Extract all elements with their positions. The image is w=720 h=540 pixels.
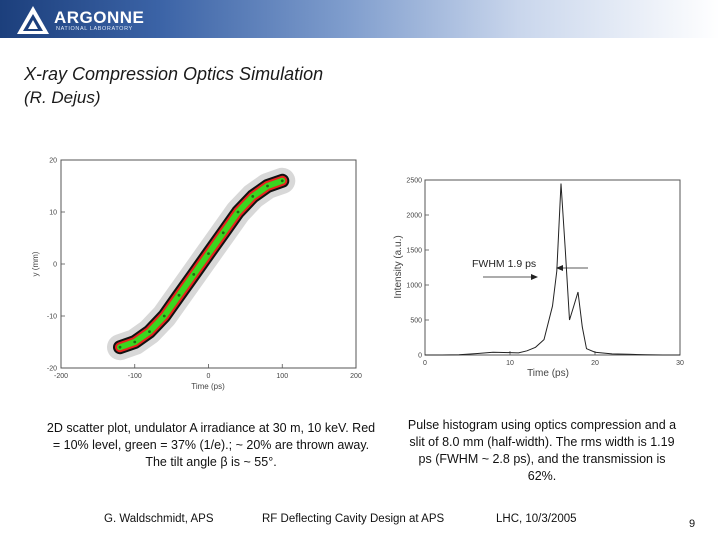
scatter-ytick-label: -20 bbox=[47, 366, 57, 373]
scatter-xtick-label: 200 bbox=[350, 373, 362, 380]
hist-ytick-label: 2500 bbox=[406, 178, 422, 185]
slide-title: X-ray Compression Optics Simulation bbox=[24, 64, 324, 84]
hist-ytick-label: 1000 bbox=[406, 283, 422, 290]
logo-subtext: NATIONAL LABORATORY bbox=[56, 26, 133, 32]
scatter-xtick-label: 100 bbox=[276, 373, 288, 380]
scatter-xtick-label: 0 bbox=[207, 373, 211, 380]
slide-subtitle: (R. Dejus) bbox=[24, 88, 101, 107]
footer-event: RF Deflecting Cavity Design at APS bbox=[262, 513, 445, 525]
scatter-xtick-label: -100 bbox=[128, 373, 142, 380]
hist-ytick-label: 1500 bbox=[406, 248, 422, 255]
scatter-point bbox=[162, 314, 166, 318]
scatter-ytick-label: 0 bbox=[53, 262, 57, 269]
fwhm-right-arrow bbox=[556, 265, 588, 271]
scatter-point bbox=[192, 273, 196, 276]
scatter-point bbox=[251, 195, 255, 198]
hist-xtick-label: 30 bbox=[676, 360, 684, 367]
scatter-ytick-label: 20 bbox=[49, 158, 57, 165]
scatter-point bbox=[133, 340, 137, 344]
scatter-ytick-label: 10 bbox=[49, 210, 57, 217]
hist-ylabel: Intensity (a.u.) bbox=[393, 235, 404, 298]
header-bar: ARGONNE NATIONAL LABORATORY bbox=[0, 0, 720, 38]
hist-ytick-label: 2000 bbox=[406, 213, 422, 220]
hist-ytick-label: 500 bbox=[410, 318, 422, 325]
footer-author: G. Waldschmidt, APS bbox=[104, 513, 214, 525]
pulse-histogram-line bbox=[425, 183, 680, 356]
scatter-xtick-label: -200 bbox=[54, 373, 68, 380]
footer-venue-date: LHC, 10/3/2005 bbox=[496, 513, 577, 525]
scatter-xlabel: Time (ps) bbox=[191, 382, 225, 391]
logo-wordmark: ARGONNE bbox=[54, 8, 145, 27]
scatter-point bbox=[177, 293, 181, 297]
argonne-logo: ARGONNE NATIONAL LABORATORY bbox=[16, 5, 156, 35]
hist-ytick-label: 0 bbox=[418, 353, 422, 360]
hist-xtick-label: 0 bbox=[423, 360, 427, 367]
hist-xlabel: Time (ps) bbox=[527, 368, 569, 379]
scatter-green-level bbox=[117, 177, 286, 351]
hist-xtick-label: 10 bbox=[506, 360, 514, 367]
scatter-ylabel: y (mm) bbox=[31, 251, 40, 276]
argonne-triangle-icon bbox=[17, 6, 49, 34]
scatter-point bbox=[280, 179, 284, 183]
page-number: 9 bbox=[689, 518, 696, 530]
scatter-point bbox=[207, 252, 210, 255]
scatter-point bbox=[221, 231, 225, 235]
fwhm-left-arrow bbox=[483, 274, 538, 280]
scatter-point bbox=[236, 210, 240, 214]
hist-xtick-label: 20 bbox=[591, 360, 599, 367]
scatter-ytick-label: -10 bbox=[47, 314, 57, 321]
scatter-caption: 2D scatter plot, undulator A irradiance … bbox=[46, 421, 376, 469]
scatter-point bbox=[148, 330, 151, 333]
histogram-caption: Pulse histogram using optics compression… bbox=[407, 418, 677, 483]
scatter-point bbox=[266, 184, 269, 188]
hist-annotation: FWHM 1.9 ps bbox=[472, 258, 536, 270]
scatter-point bbox=[118, 345, 122, 349]
